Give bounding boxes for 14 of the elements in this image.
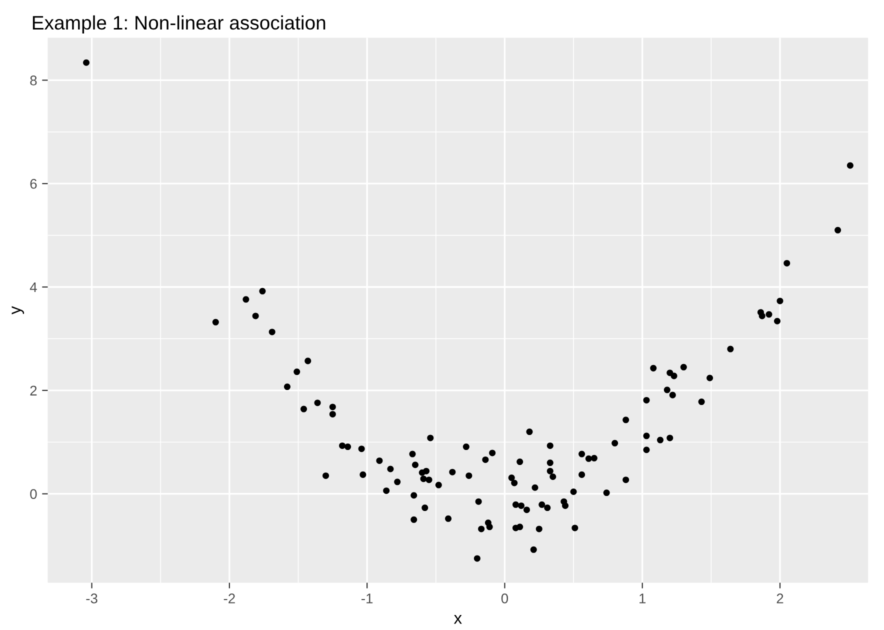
y-tick-label: 4: [30, 282, 37, 292]
y-tick-label: 2: [30, 386, 37, 396]
x-tick-label: -2: [224, 594, 235, 604]
x-tick-label: 1: [640, 594, 646, 604]
x-tick-label: 2: [776, 594, 784, 604]
chart-title: Example 1: Non-linear association: [32, 15, 326, 34]
x-tick-label: 0: [501, 594, 508, 604]
x-tick-label: -3: [86, 594, 98, 604]
y-tick-label: 0: [30, 489, 37, 499]
y-tick-label: 6: [30, 178, 37, 189]
x-axis-title: x: [454, 614, 462, 624]
x-tick-label: -1: [362, 594, 373, 604]
y-tick-label: 8: [30, 76, 37, 86]
y-axis-title: y: [12, 306, 24, 314]
